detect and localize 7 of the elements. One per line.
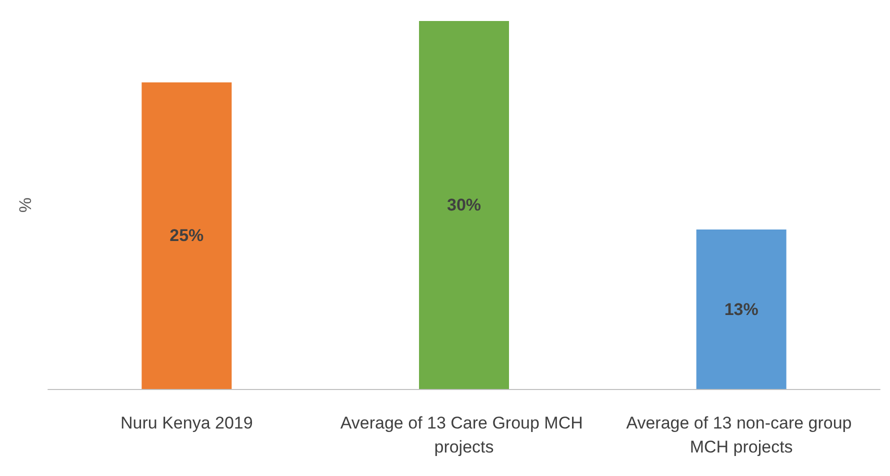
x-tick-label: Average of 13 non-care group MCH projects bbox=[626, 414, 856, 456]
data-label: 13% bbox=[724, 300, 758, 319]
data-label: 30% bbox=[446, 196, 482, 214]
x-tick-label: Average of 13 Care Group MCH projects bbox=[340, 414, 588, 456]
x-tick-label: Nuru Kenya 2019 bbox=[120, 414, 253, 432]
data-label: 25% bbox=[170, 226, 204, 246]
y-axis-title: % bbox=[16, 197, 35, 213]
